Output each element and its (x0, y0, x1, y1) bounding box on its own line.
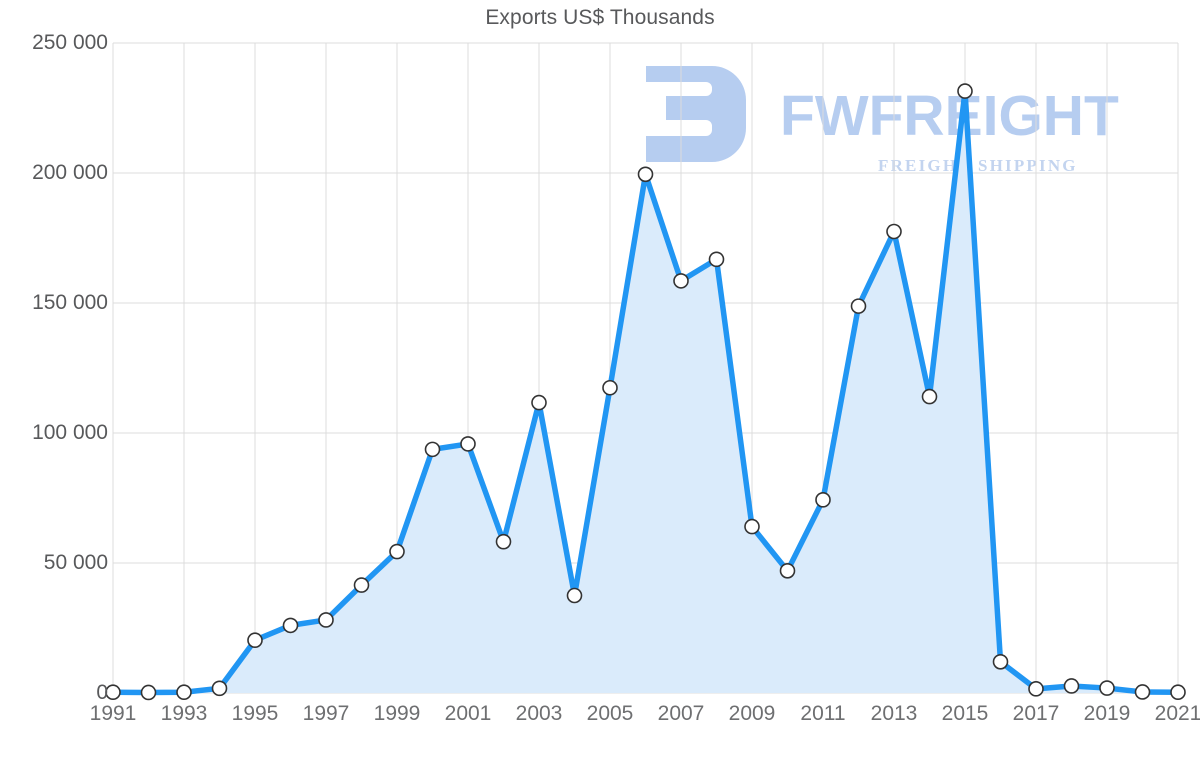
data-point-marker[interactable]: 2003: 111700 (531, 394, 547, 411)
x-axis-tick-label: 2019 (1083, 702, 1131, 725)
y-axis-tick-label: 0 (96, 681, 108, 704)
data-point-marker[interactable]: 1993: 300 (176, 684, 192, 701)
data-point-marker[interactable]: 2021: 300 (1170, 684, 1186, 701)
data-point-marker[interactable]: 2015: 231500 (957, 83, 973, 99)
x-axis-tick-label: 2003 (515, 702, 563, 725)
plot-area: 1991: 300 1992: 200 1993: 300 1994: 1800 199… (105, 43, 1186, 701)
x-axis-tick-label: 2013 (870, 702, 918, 725)
y-axis-tick-label: 250 000 (32, 31, 108, 54)
x-axis-tick-label: 1991 (89, 702, 137, 725)
data-point-marker[interactable]: 2014: 114000 (921, 388, 938, 405)
data-point-marker[interactable]: 1999: 54400 (389, 543, 405, 560)
data-point-marker[interactable]: 1996: 26000 (282, 617, 299, 634)
x-axis-tick-label: 1995 (231, 702, 279, 725)
data-point-marker[interactable]: 2005: 117400 (602, 379, 618, 396)
x-axis-tick-label: 1999 (373, 702, 421, 725)
y-axis-tick-label: 50 000 (43, 551, 108, 574)
x-axis-tick-label: 2005 (586, 702, 634, 725)
x-axis-tick-label: 2001 (444, 702, 492, 725)
exports-area-series: 1991: 300 1992: 200 1993: 300 1994: 1800 199… (105, 83, 1186, 701)
data-point-marker[interactable]: 2013: 177500 (886, 223, 902, 240)
x-axis-tick-label: 2009 (728, 702, 776, 725)
data-point-marker[interactable]: 2002: 58200 (495, 533, 512, 550)
data-point-marker[interactable]: 2006: 199500 (637, 166, 654, 183)
x-axis-tick-label: 2021 (1154, 702, 1200, 725)
data-point-marker[interactable]: 2016: 12000 (992, 653, 1009, 670)
area-fill (113, 91, 1178, 694)
data-point-marker[interactable]: 1994: 1800 (211, 680, 228, 697)
data-point-marker[interactable]: 2004: 37500 (566, 587, 583, 604)
data-point-marker[interactable]: 2019: 1900 (1099, 680, 1115, 696)
data-point-marker[interactable]: 1992: 200 (140, 684, 157, 701)
data-point-marker[interactable]: 2007: 158500 (673, 273, 689, 289)
x-axis-tick-label: 2017 (1012, 702, 1060, 725)
data-point-marker[interactable]: 2017: 1600 (1028, 681, 1044, 697)
x-axis-tick-label: 1997 (302, 702, 350, 725)
y-axis-tick-label: 200 000 (32, 161, 108, 184)
data-point-marker[interactable]: 2020: 400 (1134, 684, 1151, 700)
x-axis-tick-label: 2015 (941, 702, 989, 725)
data-point-marker[interactable]: 2011: 74300 (815, 492, 831, 508)
x-axis-tick-label: 2007 (657, 702, 705, 725)
y-axis-tick-label: 100 000 (32, 421, 108, 444)
x-axis-tick-label: 2011 (800, 702, 846, 725)
x-axis-tick-label: 1993 (160, 702, 208, 725)
data-point-marker[interactable]: 1997: 28100 (318, 612, 334, 628)
y-axis-tick-label: 150 000 (32, 291, 108, 314)
data-point-marker[interactable]: 2018: 2700 (1063, 678, 1080, 694)
data-point-marker[interactable]: 2012: 148800 (850, 298, 867, 314)
data-point-marker[interactable]: 1995: 20300 (247, 632, 263, 649)
data-point-marker[interactable]: 2009: 64000 (744, 518, 760, 535)
data-point-marker[interactable]: 1998: 41500 (353, 577, 370, 593)
chart-title: Exports US$ Thousands (485, 6, 715, 29)
data-point-marker[interactable]: 2008: 166800 (708, 251, 725, 268)
data-point-marker[interactable]: 1991: 300 (105, 684, 121, 701)
data-point-marker[interactable]: 2001: 95800 (460, 436, 476, 452)
data-point-marker[interactable]: 2010: 47000 (779, 562, 796, 579)
